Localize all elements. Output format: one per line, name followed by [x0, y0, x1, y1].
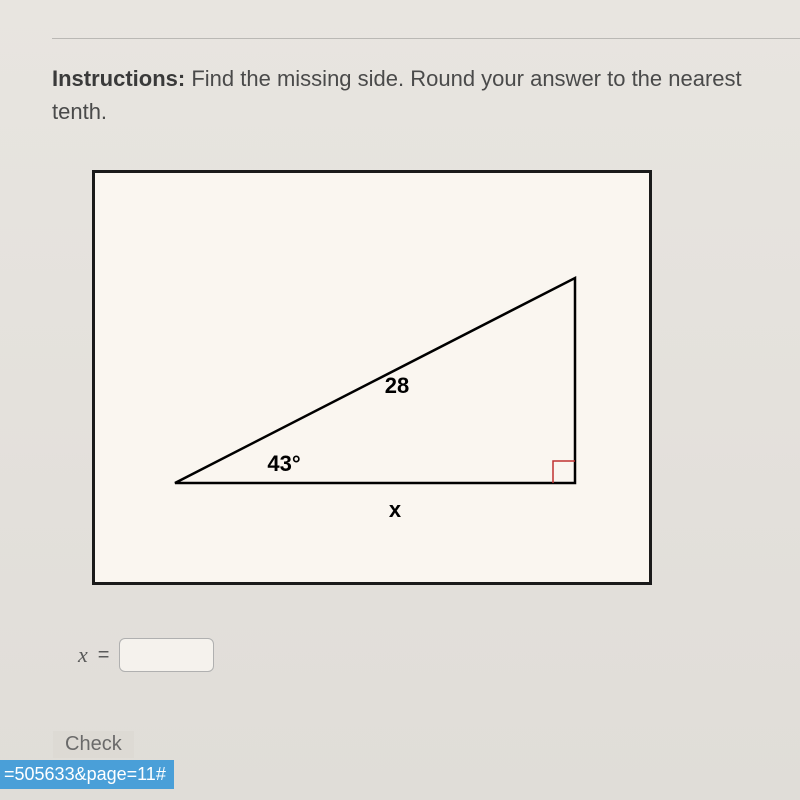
check-button[interactable]: Check — [53, 731, 134, 758]
svg-text:28: 28 — [385, 373, 409, 398]
horizontal-divider — [52, 38, 800, 39]
instructions-label: Instructions: — [52, 66, 185, 91]
svg-text:43°: 43° — [267, 451, 300, 476]
svg-text:x: x — [389, 497, 402, 522]
url-fragment: =505633&page=11# — [0, 760, 174, 789]
answer-input[interactable] — [119, 638, 214, 672]
answer-equals: = — [98, 644, 110, 667]
triangle-svg: 28 43° x — [95, 173, 649, 582]
answer-row: x = — [78, 638, 214, 672]
triangle-diagram: 28 43° x — [92, 170, 652, 585]
answer-variable: x — [78, 642, 88, 668]
instructions-block: Instructions: Find the missing side. Rou… — [52, 62, 750, 128]
